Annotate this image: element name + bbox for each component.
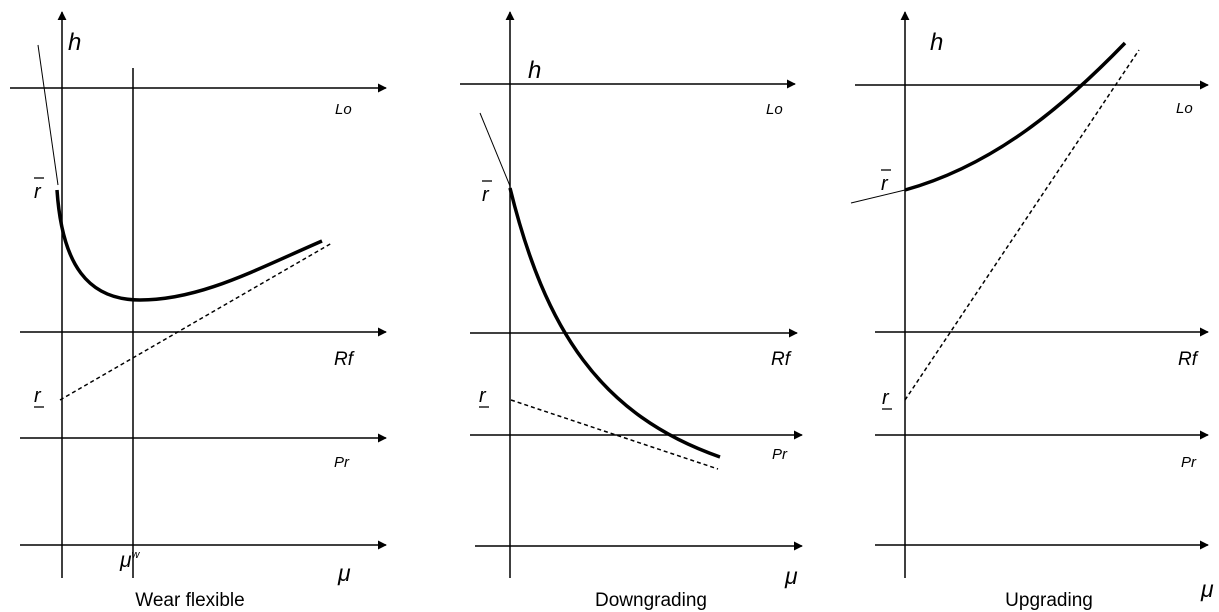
caption-upgrading: Upgrading: [1005, 590, 1093, 611]
h-label: h: [68, 29, 81, 56]
panel-upgrading: h Lo Rf Pr μ r r Upgrading: [850, 11, 1214, 611]
rf-label: Rf: [1178, 349, 1199, 370]
cost-curve: [55, 189, 323, 302]
tangent-line: [37, 44, 59, 186]
lo-label: Lo: [1176, 100, 1193, 117]
mu-w-superscript: w: [132, 549, 141, 561]
rf-label: Rf: [771, 349, 792, 370]
pr-label: Pr: [772, 446, 788, 463]
dashed-line: [510, 399, 719, 470]
caption-downgrading: Downgrading: [595, 590, 707, 611]
lo-label: Lo: [335, 101, 352, 118]
tangent-line: [479, 112, 511, 187]
h-label: h: [528, 57, 541, 84]
dashed-line: [904, 49, 1140, 401]
panel-wear-flexible: h Lo Rf Pr μ r r μw Wear flexible: [10, 11, 387, 611]
rf-label: Rf: [334, 349, 355, 370]
r-upper-label: r: [881, 173, 889, 195]
pr-label: Pr: [1181, 454, 1197, 471]
pr-label: Pr: [334, 454, 350, 471]
lo-label: Lo: [766, 101, 783, 118]
r-lower-label: r: [479, 385, 487, 407]
mu-label: μ: [337, 560, 351, 586]
r-lower-label: r: [34, 385, 42, 407]
mu-label: μ: [1200, 576, 1214, 602]
cost-curve: [508, 187, 721, 459]
r-upper-label: r: [34, 181, 42, 203]
h-label: h: [930, 29, 943, 56]
cost-curve: [904, 41, 1127, 192]
r-upper-label: r: [482, 184, 490, 206]
dashed-line: [59, 242, 333, 401]
r-lower-label: r: [882, 387, 890, 409]
tangent-line: [850, 189, 906, 204]
panel-downgrading: h Lo Rf Pr μ r r Downgrading: [460, 11, 803, 611]
caption-wear-flexible: Wear flexible: [135, 590, 244, 611]
mu-label: μ: [784, 563, 798, 589]
mu-w-tick-label: μw: [119, 549, 141, 572]
